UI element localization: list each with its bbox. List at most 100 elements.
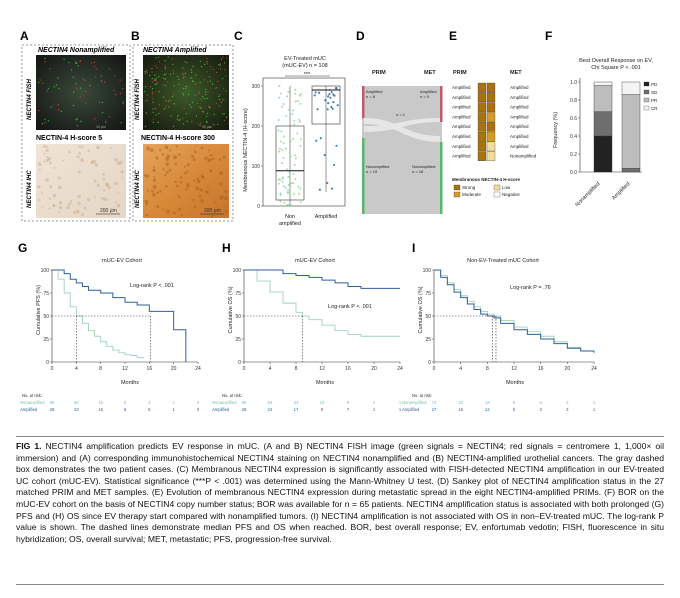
- fish-signal-dot: [113, 89, 115, 92]
- ihc-cell: [185, 187, 188, 191]
- panel-d-met: MET: [424, 70, 436, 76]
- panel-c-point-nonamplified: [278, 147, 281, 150]
- panel-a: A NECTIN4 Nonamplified NECTIN4 FISH NECT…: [20, 29, 131, 222]
- fish-signal-dot: [76, 124, 79, 127]
- fish-signal-dot: [165, 100, 167, 102]
- panel-c-point-nonamplified: [287, 203, 290, 206]
- ihc-cell: [104, 182, 109, 186]
- ihc-cell: [214, 201, 217, 204]
- km-risk-value: 64: [268, 400, 273, 405]
- fish-signal-dot: [198, 91, 200, 93]
- ihc-cell: [180, 214, 184, 217]
- ihc-cell: [199, 188, 203, 192]
- panel-h-risk-title: No. at risk:: [222, 393, 242, 398]
- fish-signal-dot: [85, 102, 87, 105]
- panel-c-point-nonamplified: [292, 182, 295, 185]
- ihc-cell: [145, 174, 150, 178]
- fish-signal-dot: [182, 117, 184, 120]
- fish-signal-dot: [155, 79, 157, 81]
- panel-e-legend-moderate: Moderate: [462, 192, 482, 197]
- panel-e-row-right-label: Amplified: [510, 144, 529, 149]
- panel-a-fish-side-label: NECTIN4 FISH: [27, 78, 33, 120]
- fish-signal-dot: [154, 74, 156, 76]
- ihc-cell: [177, 207, 182, 212]
- ihc-cell: [87, 198, 91, 202]
- panel-a-ihc-side-label: NECTIN4 IHC: [27, 170, 33, 208]
- ihc-cell: [109, 207, 114, 212]
- fish-signal-dot: [153, 79, 155, 81]
- km-ytick-label: 100: [233, 268, 242, 274]
- ihc-cell: [196, 179, 201, 184]
- ihc-cell: [161, 153, 165, 156]
- figure-caption: FIG 1. NECTIN4 amplification predicts EV…: [16, 441, 664, 545]
- panel-b: B NECTIN4 Amplified NECTIN4 FISH NECTIN-…: [131, 29, 234, 222]
- panel-e-row-left-label: Amplified: [452, 134, 471, 139]
- ihc-cell: [40, 191, 44, 194]
- panel-c-title-1: EV-Treated mUC: [284, 56, 326, 62]
- panel-f-ytick-label: 0.4: [570, 134, 577, 140]
- fish-signal-dot: [182, 77, 185, 79]
- km-ytick-label: 50: [43, 314, 49, 320]
- ihc-cell: [183, 171, 187, 175]
- panel-c-point-amplified: [317, 91, 321, 94]
- panel-c-point-nonamplified: [296, 100, 299, 103]
- ihc-cell: [224, 209, 228, 214]
- panel-c-point-amplified: [316, 108, 319, 111]
- panel-b-scale-ihc: 200 µm: [204, 208, 221, 214]
- panel-g-risk-title: No. at risk:: [22, 393, 42, 398]
- fish-signal-dot: [188, 93, 190, 96]
- panel-d-prim: PRIM: [372, 70, 386, 76]
- ihc-cell: [116, 203, 121, 208]
- fish-signal-dot: [146, 99, 148, 101]
- fish-signal-dot: [58, 87, 60, 90]
- fish-signal-dot: [154, 84, 156, 86]
- km-risk-value: 16: [458, 407, 463, 412]
- fish-signal-dot: [155, 77, 158, 79]
- ihc-cell: [120, 170, 124, 174]
- panel-f-letter: F: [545, 29, 552, 43]
- fish-signal-dot: [209, 107, 211, 109]
- panel-e-row-right-label: Amplified: [510, 105, 529, 110]
- fish-signal-dot: [209, 80, 211, 82]
- panel-c-point-nonamplified: [299, 201, 302, 204]
- fish-signal-dot: [173, 85, 175, 87]
- ihc-cell: [57, 210, 60, 213]
- panel-c-point-nonamplified: [283, 125, 286, 128]
- fish-signal-dot: [223, 119, 225, 122]
- panel-e-row-right-label: Amplified: [510, 85, 529, 90]
- fish-signal-dot: [44, 122, 46, 124]
- km-risk-value: 24: [268, 407, 273, 412]
- fish-signal-dot: [195, 115, 198, 117]
- fish-signal-dot: [152, 118, 154, 120]
- panel-g-logrank: Log-rank P < .001: [130, 283, 174, 289]
- panel-c-point-nonamplified: [299, 120, 302, 123]
- fish-signal-dot: [155, 57, 157, 59]
- panel-e-cell-met: [486, 102, 496, 112]
- km-ytick-label: 100: [41, 268, 50, 274]
- ihc-cell: [200, 146, 204, 150]
- km-curve-amplified: [52, 269, 187, 362]
- ihc-cell: [68, 202, 71, 206]
- panel-e-cell-met: [486, 131, 496, 142]
- fish-signal-dot: [154, 78, 156, 80]
- ihc-cell: [194, 150, 197, 154]
- km-ytick-label: 25: [43, 337, 49, 343]
- panel-e-prim: PRIM: [453, 70, 467, 76]
- ihc-cell: [223, 204, 226, 207]
- fish-signal-dot: [177, 114, 179, 117]
- fish-signal-dot: [163, 77, 165, 80]
- fish-signal-dot: [186, 120, 188, 122]
- fish-signal-dot: [164, 60, 166, 62]
- panel-e-legend-title: Membranous NECTIN-4 H-score: [452, 177, 521, 182]
- km-risk-value: 1: [172, 400, 175, 405]
- km-risk-value: 3: [566, 407, 569, 412]
- panel-c-point-amplified: [315, 139, 318, 142]
- fish-signal-dot: [151, 88, 154, 90]
- ihc-cell: [42, 144, 46, 148]
- fish-signal-dot: [216, 71, 218, 73]
- km-xtick-label: 0: [243, 366, 246, 372]
- panel-c-point-nonamplified: [283, 201, 286, 204]
- fish-signal-dot: [213, 113, 215, 115]
- ihc-cell: [92, 159, 96, 164]
- fish-signal-dot: [176, 118, 179, 120]
